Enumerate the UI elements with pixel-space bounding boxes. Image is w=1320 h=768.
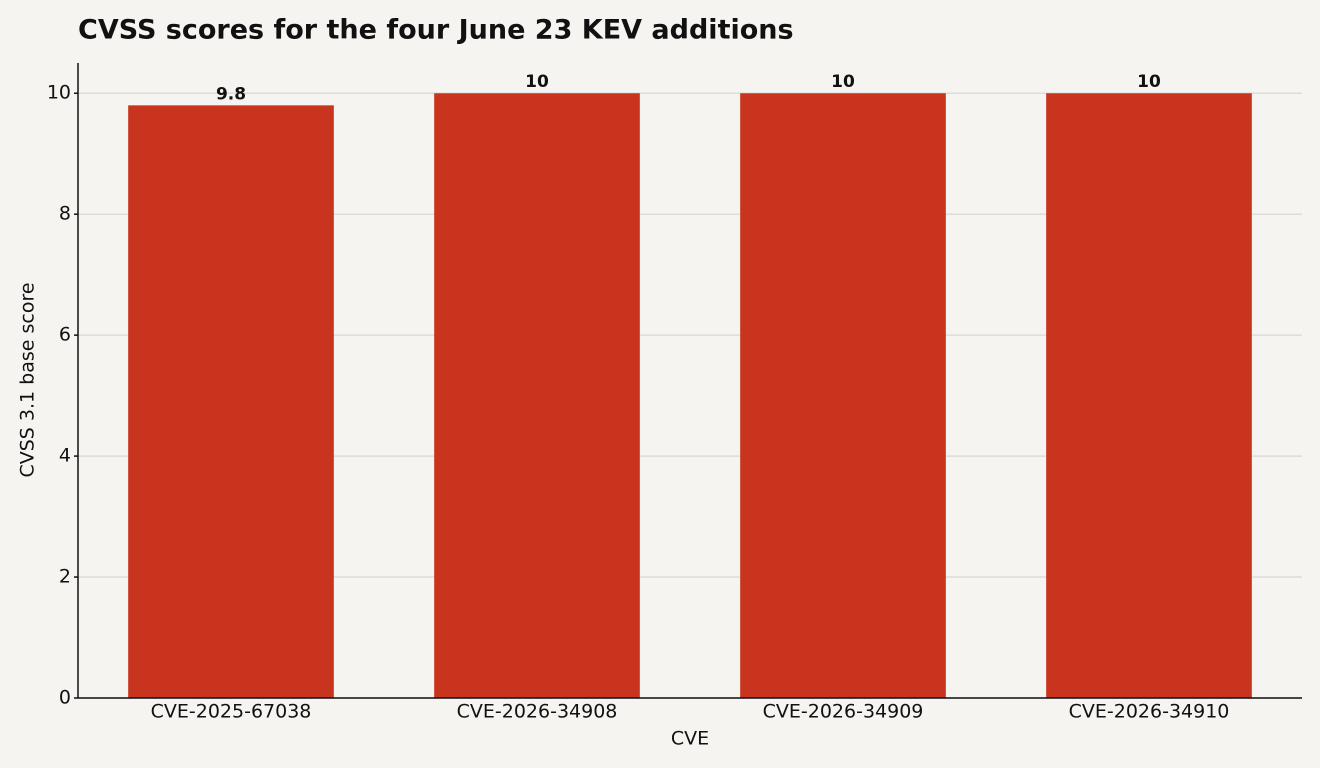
y-tick-label: 10: [47, 82, 71, 104]
bar: [434, 93, 640, 698]
x-tick-label: CVE-2026-34909: [763, 701, 924, 723]
value-label: 10: [525, 72, 549, 92]
x-tick-label: CVE-2026-34908: [457, 701, 618, 723]
bar: [740, 93, 946, 698]
y-tick-label: 0: [59, 687, 71, 709]
bar: [1046, 93, 1252, 698]
x-tick-label: CVE-2025-67038: [151, 701, 312, 723]
y-tick-label: 4: [59, 445, 71, 467]
y-tick-label: 8: [59, 203, 71, 225]
y-tick-label: 6: [59, 324, 71, 346]
value-label: 10: [831, 72, 855, 92]
x-axis-label: CVE: [671, 728, 709, 750]
value-label: 10: [1137, 72, 1161, 92]
y-tick-label: 2: [59, 566, 71, 588]
y-axis-label: CVSS 3.1 base score: [17, 282, 39, 477]
bar: [128, 105, 334, 699]
value-label: 9.8: [216, 84, 246, 104]
chart-title: CVSS scores for the four June 23 KEV add…: [78, 15, 794, 46]
x-tick-label: CVE-2026-34910: [1069, 701, 1230, 723]
